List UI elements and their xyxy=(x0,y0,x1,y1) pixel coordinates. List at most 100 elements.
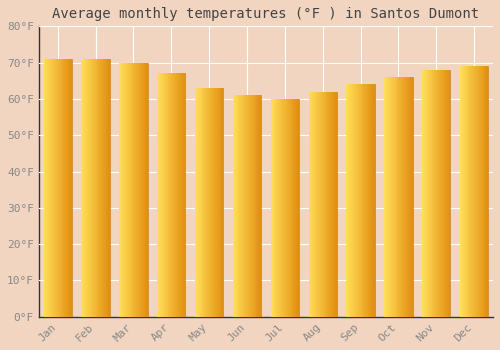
Bar xyxy=(58,59,59,317)
Bar xyxy=(198,88,200,317)
Bar xyxy=(407,77,408,317)
Bar xyxy=(173,74,174,317)
Bar xyxy=(366,84,367,317)
Bar xyxy=(128,63,130,317)
Bar xyxy=(195,88,196,317)
Bar xyxy=(119,63,120,317)
Bar xyxy=(157,74,158,317)
Bar xyxy=(139,63,140,317)
Bar xyxy=(244,95,245,317)
Bar xyxy=(220,88,222,317)
Bar xyxy=(238,95,240,317)
Bar xyxy=(138,63,139,317)
Bar xyxy=(54,59,55,317)
Bar xyxy=(384,77,385,317)
Bar xyxy=(214,88,215,317)
Bar xyxy=(326,92,328,317)
Bar xyxy=(212,88,213,317)
Bar xyxy=(276,99,278,317)
Bar xyxy=(287,99,288,317)
Bar xyxy=(91,59,92,317)
Bar xyxy=(200,88,202,317)
Bar xyxy=(162,74,163,317)
Bar xyxy=(298,99,299,317)
Bar xyxy=(258,95,260,317)
Bar xyxy=(251,95,252,317)
Bar xyxy=(389,77,390,317)
Bar xyxy=(254,95,256,317)
Bar xyxy=(98,59,100,317)
Bar xyxy=(130,63,132,317)
Bar xyxy=(170,74,172,317)
Bar xyxy=(175,74,176,317)
Bar xyxy=(370,84,371,317)
Bar xyxy=(132,63,134,317)
Bar xyxy=(322,92,324,317)
Bar xyxy=(243,95,244,317)
Bar xyxy=(270,99,272,317)
Bar xyxy=(481,66,482,317)
Bar xyxy=(403,77,404,317)
Bar xyxy=(426,70,427,317)
Bar xyxy=(448,70,450,317)
Bar xyxy=(358,84,360,317)
Bar xyxy=(476,66,477,317)
Bar xyxy=(445,70,446,317)
Bar xyxy=(285,99,286,317)
Bar xyxy=(280,99,281,317)
Bar xyxy=(371,84,372,317)
Bar xyxy=(272,99,274,317)
Bar xyxy=(202,88,203,317)
Bar xyxy=(392,77,394,317)
Bar xyxy=(177,74,178,317)
Bar xyxy=(374,84,375,317)
Bar xyxy=(408,77,409,317)
Bar xyxy=(96,59,98,317)
Bar xyxy=(103,59,104,317)
Bar xyxy=(159,74,160,317)
Bar xyxy=(398,77,400,317)
Bar xyxy=(394,77,396,317)
Bar xyxy=(486,66,488,317)
Bar xyxy=(46,59,48,317)
Bar xyxy=(197,88,198,317)
Bar xyxy=(369,84,370,317)
Bar xyxy=(316,92,317,317)
Title: Average monthly temperatures (°F ) in Santos Dumont: Average monthly temperatures (°F ) in Sa… xyxy=(52,7,480,21)
Bar xyxy=(233,95,234,317)
Bar xyxy=(430,70,432,317)
Bar xyxy=(353,84,354,317)
Bar xyxy=(333,92,334,317)
Bar xyxy=(181,74,182,317)
Bar xyxy=(274,99,276,317)
Bar xyxy=(279,99,280,317)
Bar xyxy=(127,63,128,317)
Bar xyxy=(470,66,472,317)
Bar xyxy=(330,92,331,317)
Bar xyxy=(396,77,398,317)
Bar xyxy=(124,63,125,317)
Bar xyxy=(104,59,105,317)
Bar xyxy=(373,84,374,317)
Bar xyxy=(439,70,440,317)
Bar xyxy=(320,92,321,317)
Bar xyxy=(53,59,54,317)
Bar xyxy=(477,66,478,317)
Bar xyxy=(472,66,473,317)
Bar xyxy=(319,92,320,317)
Bar xyxy=(64,59,66,317)
Bar xyxy=(364,84,366,317)
Bar xyxy=(346,84,348,317)
Bar xyxy=(56,59,57,317)
Bar xyxy=(294,99,296,317)
Bar xyxy=(218,88,220,317)
Bar xyxy=(283,99,284,317)
Bar xyxy=(357,84,358,317)
Bar xyxy=(441,70,442,317)
Bar xyxy=(409,77,410,317)
Bar xyxy=(215,88,216,317)
Bar xyxy=(463,66,464,317)
Bar xyxy=(473,66,474,317)
Bar xyxy=(296,99,297,317)
Bar xyxy=(331,92,332,317)
